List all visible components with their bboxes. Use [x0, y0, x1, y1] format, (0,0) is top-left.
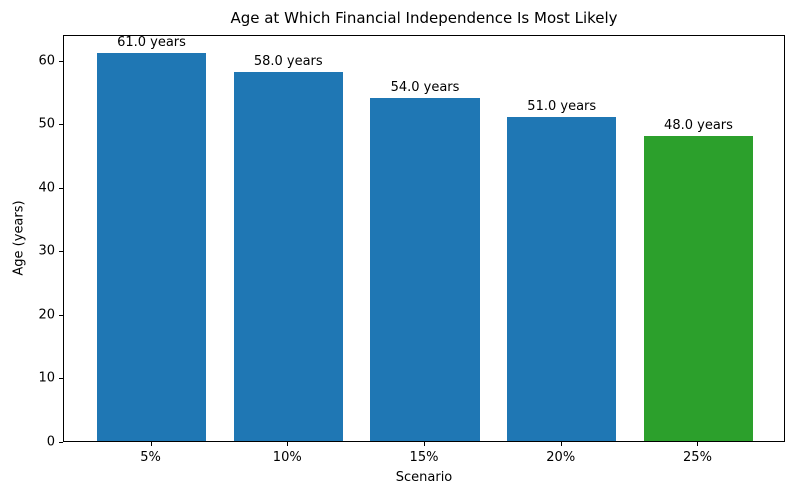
- bar-25%: [643, 136, 754, 441]
- x-tick-label: 5%: [140, 450, 161, 465]
- x-tick-mark: [560, 442, 562, 446]
- bar-value-label: 51.0 years: [527, 98, 597, 114]
- y-axis-label: Age (years): [11, 200, 27, 276]
- x-tick-label: 15%: [409, 450, 439, 465]
- y-tick-mark: [59, 378, 63, 380]
- bar-20%: [507, 116, 617, 441]
- y-tick-mark: [59, 187, 63, 189]
- x-tick-label: 20%: [546, 450, 576, 465]
- chart-title: Age at Which Financial Independence Is M…: [230, 9, 618, 27]
- bar-5%: [96, 53, 207, 441]
- x-tick-mark: [697, 442, 699, 446]
- x-tick-mark: [287, 442, 289, 446]
- y-tick-mark: [59, 251, 63, 253]
- y-tick-label: 60: [38, 53, 55, 69]
- y-tick-mark: [59, 124, 63, 126]
- bar-value-label: 54.0 years: [390, 79, 460, 95]
- x-tick-label: 10%: [272, 450, 302, 465]
- y-tick-label: 30: [38, 243, 55, 259]
- x-tick-mark: [150, 442, 152, 446]
- x-tick-label: 25%: [683, 450, 712, 465]
- plot-area: 61.0 years 58.0 years 54.0 years 51.0 years…: [63, 35, 785, 442]
- x-axis-label: Scenario: [395, 470, 453, 485]
- bar-value-label: 58.0 years: [253, 54, 323, 70]
- y-tick-mark: [59, 60, 63, 62]
- bar-value-label: 61.0 years: [117, 35, 186, 51]
- bar-15%: [370, 97, 480, 441]
- y-tick-label: 40: [38, 180, 55, 196]
- y-tick-label: 0: [46, 434, 55, 450]
- bar-10%: [233, 72, 343, 441]
- y-tick-label: 50: [38, 116, 55, 132]
- y-tick-label: 20: [38, 307, 55, 323]
- x-tick-mark: [424, 442, 425, 446]
- bar-value-label: 48.0 years: [664, 118, 733, 133]
- y-tick-mark: [59, 314, 63, 316]
- y-tick-label: 10: [38, 370, 55, 386]
- y-tick-mark: [59, 442, 63, 443]
